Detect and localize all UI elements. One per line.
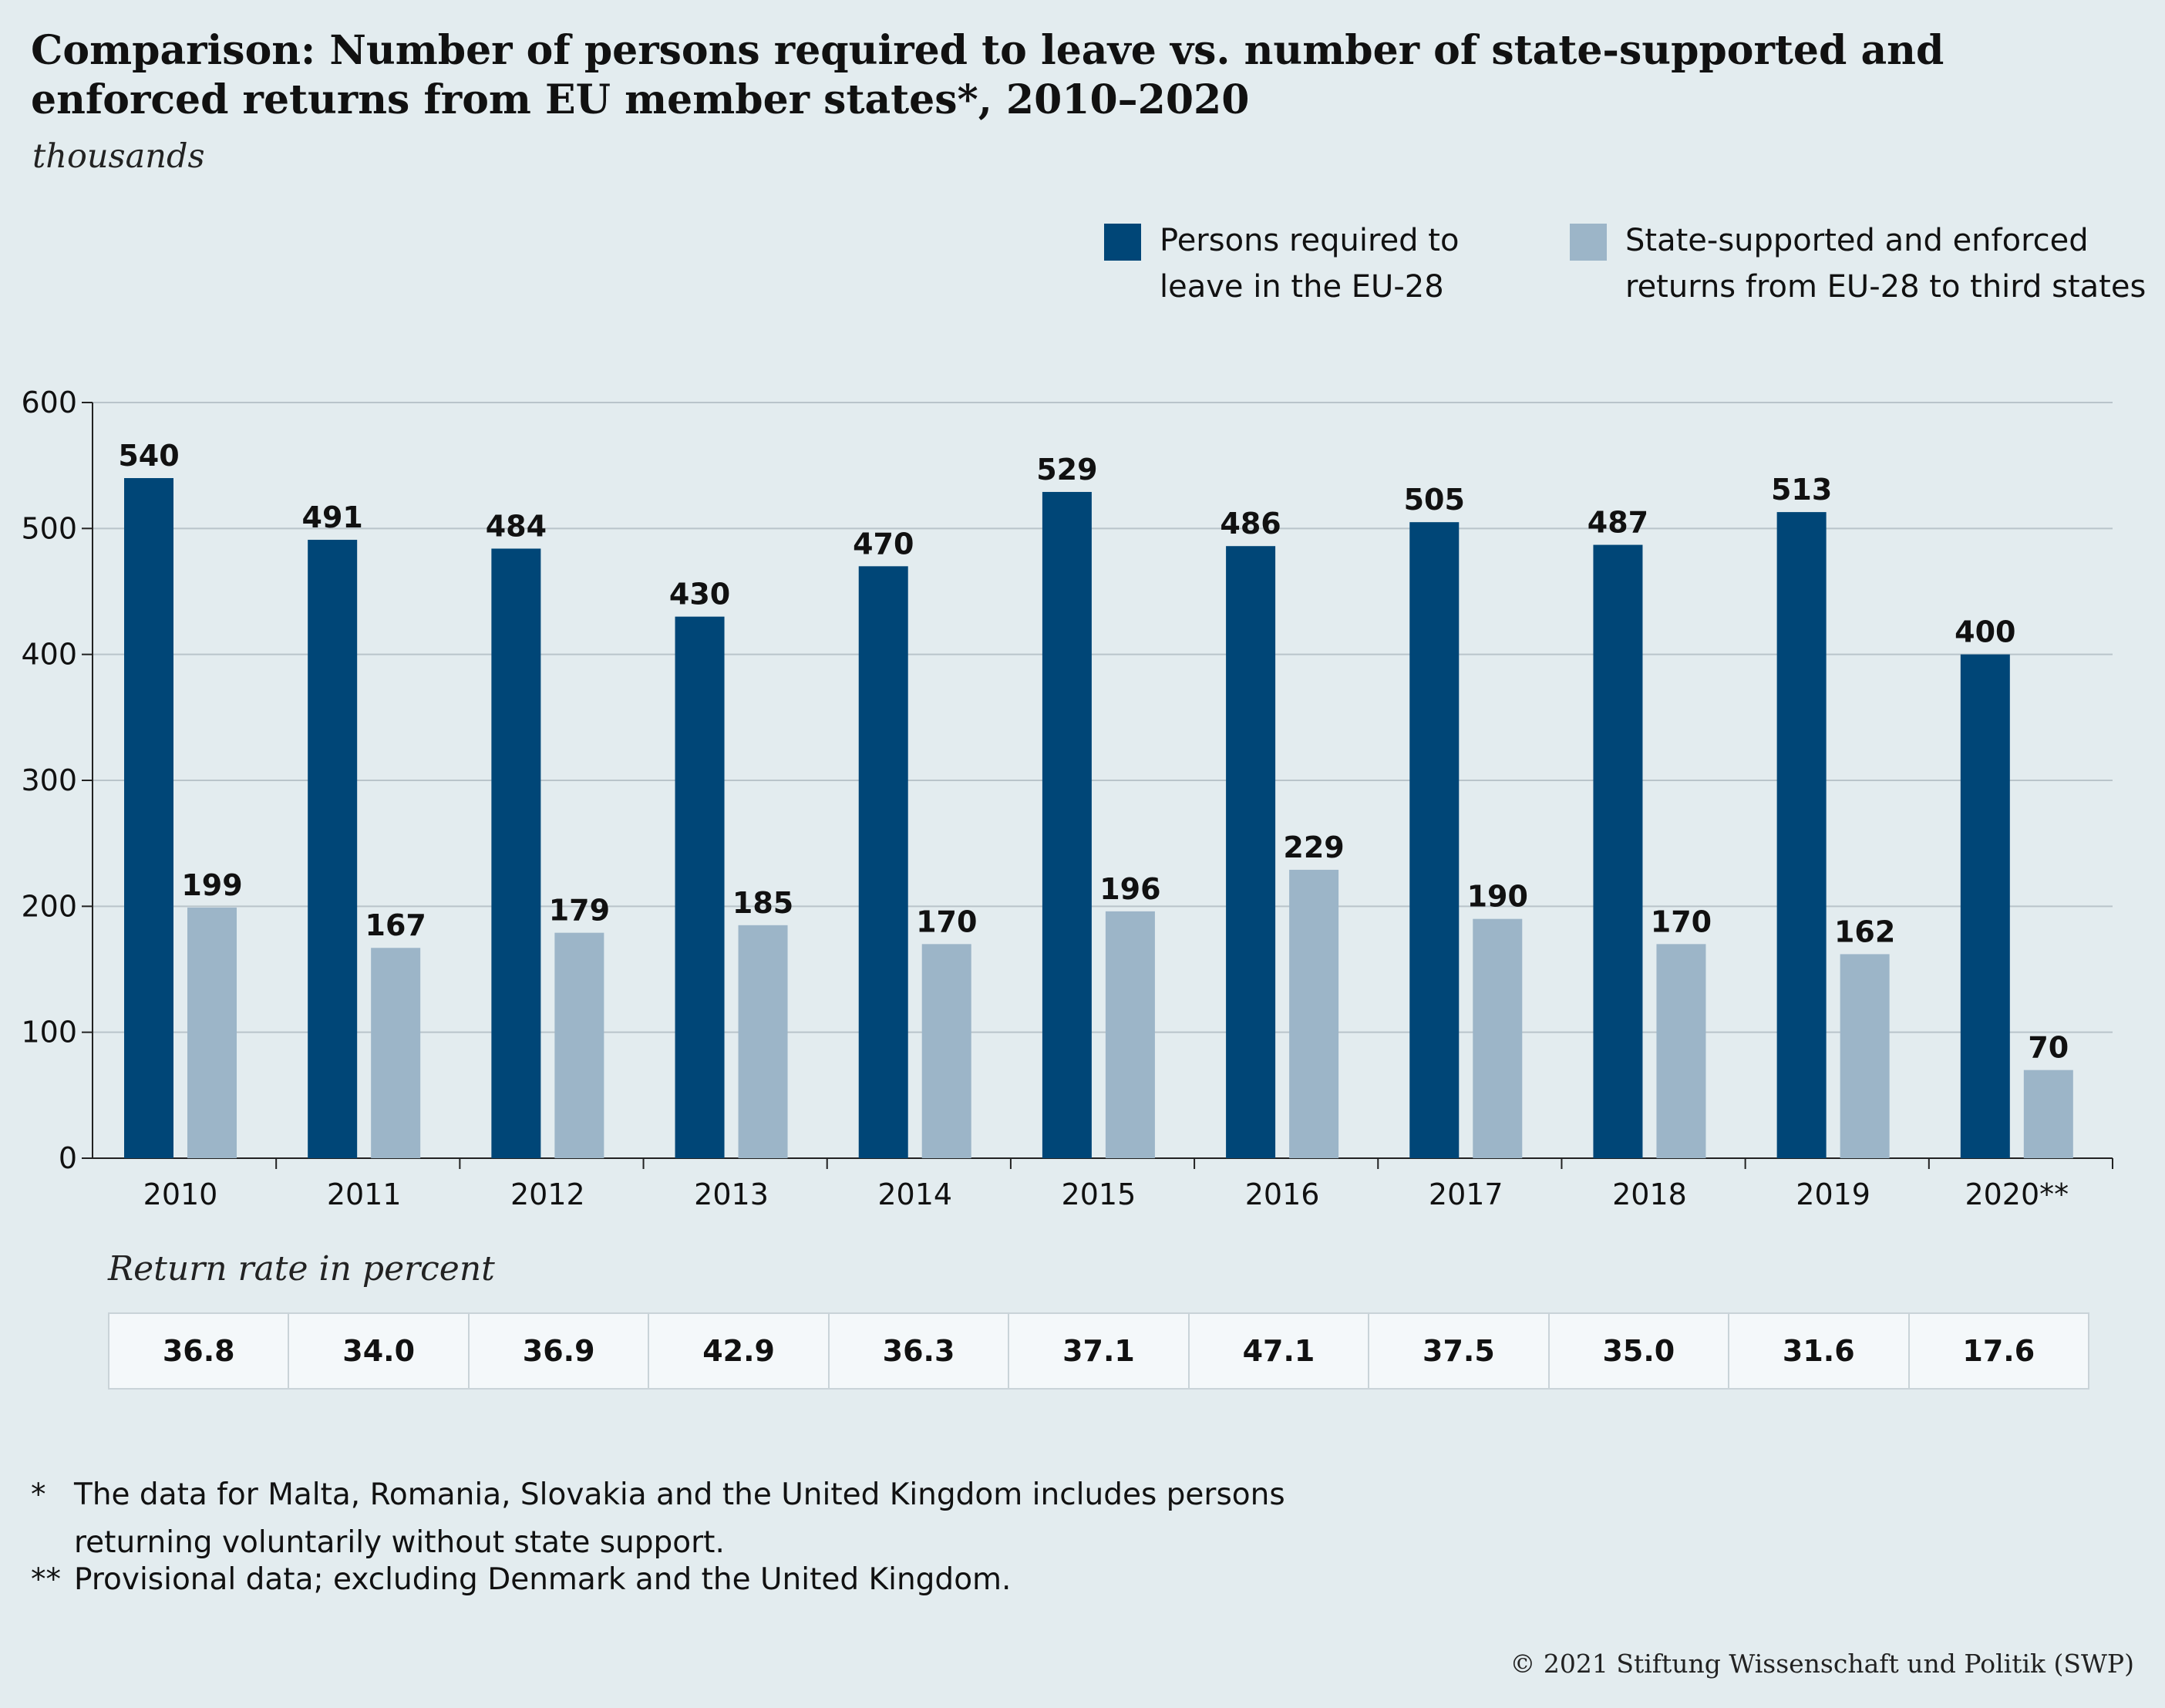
unit-label: thousands	[32, 137, 205, 176]
bar-1-2020**	[2023, 1070, 2073, 1158]
data-label-1-2020**: 70	[2028, 1031, 2069, 1065]
legend-item-returns: State-supported and enforced returns fro…	[1570, 217, 2150, 310]
y-tick-label-100: 100	[21, 1016, 77, 1049]
legend-label-returns: State-supported and enforced returns fro…	[1625, 223, 2146, 305]
bar-1-2014	[921, 944, 971, 1158]
return-rate-cell-2013: 42.9	[648, 1314, 827, 1388]
bar-1-2010	[187, 907, 237, 1158]
data-label-1-2017: 190	[1467, 880, 1528, 914]
bar-1-2015	[1105, 911, 1155, 1158]
x-tick-label-2014: 2014	[877, 1177, 952, 1211]
x-tick-label-2010: 2010	[143, 1177, 218, 1211]
data-label-0-2016: 486	[1220, 507, 1281, 541]
data-label-0-2018: 487	[1588, 506, 1648, 540]
x-tick-label-2018: 2018	[1612, 1177, 1687, 1211]
bar-0-2016	[1226, 546, 1276, 1158]
bar-0-2011	[308, 540, 358, 1158]
x-tick-label-2017: 2017	[1429, 1177, 1503, 1211]
bar-0-2015	[1042, 491, 1092, 1158]
legend-swatch-returns	[1570, 224, 1607, 261]
y-tick-label-200: 200	[21, 889, 77, 923]
footnote-2-mark: **	[31, 1562, 61, 1597]
footnote-1: * The data for Malta, Romania, Slovakia …	[31, 1471, 1308, 1567]
x-tick-label-2012: 2012	[510, 1177, 585, 1211]
bar-1-2016	[1289, 869, 1339, 1158]
bar-0-2017	[1409, 522, 1460, 1158]
bar-0-2010	[124, 478, 173, 1158]
data-label-1-2011: 167	[365, 908, 426, 942]
bar-1-2018	[1656, 944, 1706, 1158]
return-rate-title: Return rate in percent	[108, 1249, 495, 1289]
bar-1-2019	[1840, 954, 1890, 1158]
y-tick-label-400: 400	[21, 638, 77, 672]
footnote-2: ** Provisional data; excluding Denmark a…	[31, 1556, 1308, 1604]
y-tick-label-300: 300	[21, 763, 77, 797]
return-rate-cell-2015: 37.1	[1008, 1314, 1187, 1388]
bar-0-2019	[1776, 512, 1827, 1158]
y-tick-label-500: 500	[21, 511, 77, 545]
return-rate-cell-2012: 36.9	[467, 1314, 648, 1388]
bar-0-2018	[1593, 544, 1643, 1158]
chart-title: Comparison: Number of persons required t…	[31, 27, 1944, 123]
x-tick-label-2019: 2019	[1796, 1177, 1870, 1211]
x-tick-label-2016: 2016	[1245, 1177, 1320, 1211]
footnote-1-text: The data for Malta, Romania, Slovakia an…	[74, 1477, 1285, 1560]
bar-0-2012	[491, 548, 541, 1158]
data-label-1-2010: 199	[181, 868, 242, 902]
y-tick-label-0: 0	[59, 1141, 77, 1175]
footnote-2-text: Provisional data; excluding Denmark and …	[74, 1562, 1012, 1597]
source-credit: © 2021 Stiftung Wissenschaft und Politik…	[1510, 1649, 2134, 1679]
return-rate-cell-2014: 36.3	[827, 1314, 1008, 1388]
data-label-0-2012: 484	[486, 509, 547, 543]
return-rate-cell-2017: 37.5	[1368, 1314, 1547, 1388]
return-rate-table: 36.8 34.0 36.9 42.9 36.3 37.1 47.1 37.5 35.0 31.6…	[108, 1312, 2089, 1390]
x-tick-label-2013: 2013	[694, 1177, 769, 1211]
data-label-0-2019: 513	[1771, 473, 1832, 507]
data-label-0-2013: 430	[669, 578, 730, 611]
data-label-1-2015: 196	[1099, 872, 1160, 906]
return-rate-cell-2018: 35.0	[1547, 1314, 1728, 1388]
legend-swatch-required-to-leave	[1104, 224, 1141, 261]
data-label-1-2012: 179	[549, 894, 610, 928]
bar-1-2012	[554, 932, 604, 1158]
data-label-1-2019: 162	[1834, 915, 1895, 948]
return-rate-cell-2011: 34.0	[288, 1314, 467, 1388]
bar-1-2013	[738, 925, 788, 1158]
bar-chart: 0 100 200 300 400 500 600 540 199 2010 491 167 2011 4…	[21, 386, 2113, 1211]
data-label-1-2013: 185	[732, 886, 793, 920]
data-label-0-2011: 491	[302, 500, 363, 534]
data-label-1-2018: 170	[1651, 905, 1712, 938]
data-label-0-2010: 540	[118, 439, 179, 473]
data-label-0-2015: 529	[1036, 453, 1097, 487]
x-tick-label-2015: 2015	[1062, 1177, 1136, 1211]
x-tick-label-2020**: 2020**	[1965, 1177, 2069, 1211]
return-rate-cell-2020: 17.6	[1907, 1314, 2089, 1388]
data-label-0-2017: 505	[1404, 483, 1465, 517]
return-rate-cell-2019: 31.6	[1728, 1314, 1907, 1388]
bar-0-2013	[675, 616, 725, 1158]
bar-0-2014	[858, 566, 908, 1158]
data-label-0-2020**: 400	[1955, 615, 2015, 649]
legend-label-required-to-leave: Persons required to leave in the EU-28	[1160, 223, 1460, 305]
x-tick-label-2011: 2011	[327, 1177, 402, 1211]
footnote-1-mark: *	[31, 1477, 46, 1512]
y-tick-label-600: 600	[21, 386, 77, 419]
data-label-1-2014: 170	[916, 905, 977, 938]
return-rate-cell-2016: 47.1	[1187, 1314, 1368, 1388]
return-rate-cell-2010: 36.8	[108, 1314, 288, 1388]
bar-1-2017	[1473, 918, 1523, 1158]
data-label-1-2016: 229	[1283, 830, 1344, 864]
data-label-0-2014: 470	[853, 527, 914, 561]
legend-item-required-to-leave: Persons required to leave in the EU-28	[1104, 217, 1483, 310]
bar-0-2020**	[1960, 654, 2010, 1158]
bar-1-2011	[371, 948, 421, 1158]
